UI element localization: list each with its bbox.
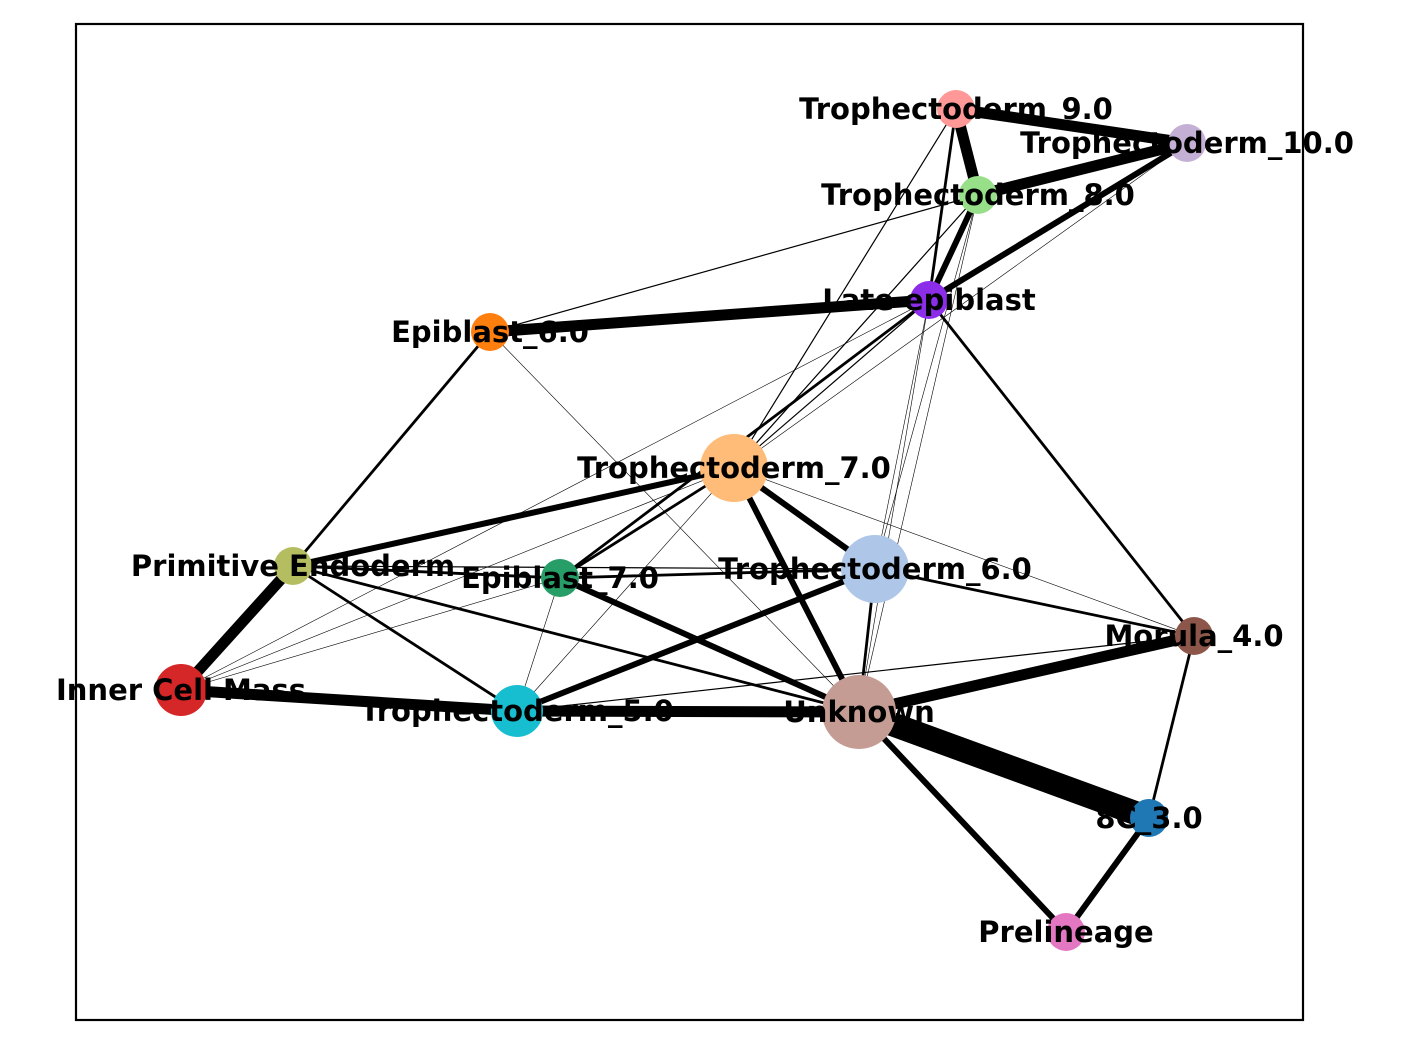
edge-layer bbox=[176, 103, 1196, 935]
edge-primitive_endoderm-unknown bbox=[292, 564, 860, 714]
edge-unknown-prelineage bbox=[856, 709, 1069, 935]
edge-late_epiblast-trophectoderm_9 bbox=[927, 108, 958, 301]
edge-trophectoderm_7-primitive_endoderm bbox=[292, 465, 735, 569]
edge-epiblast_7-unknown bbox=[558, 575, 861, 715]
node-trophectoderm_5 bbox=[491, 685, 543, 737]
edge-unknown-8c_3 bbox=[854, 700, 1154, 830]
node-label-late_epiblast: Late epiblast bbox=[822, 283, 1036, 317]
plot-frame bbox=[74, 22, 1305, 1022]
edge-trophectoderm_6-late_epiblast bbox=[874, 299, 930, 570]
edge-epiblast_6-trophectoderm_8 bbox=[489, 194, 979, 333]
edge-trophectoderm_7-trophectoderm_5 bbox=[516, 467, 735, 712]
edge-trophectoderm_5-morula_4 bbox=[516, 635, 1195, 712]
edge-trophectoderm_7-unknown bbox=[731, 466, 862, 714]
edge-late_epiblast-trophectoderm_10 bbox=[927, 140, 1189, 303]
node-label-inner_cell_mass: Inner Cell Mass bbox=[56, 673, 306, 707]
edge-trophectoderm_7-inner_cell_mass bbox=[180, 467, 735, 691]
edge-trophectoderm_8-trophectoderm_10 bbox=[976, 137, 1189, 201]
node-prelineage bbox=[1047, 913, 1085, 951]
node-trophectoderm_6 bbox=[841, 535, 909, 603]
node-label-primitive_endoderm: Primitive Endoderm bbox=[131, 549, 455, 583]
node-trophectoderm_8 bbox=[959, 176, 997, 214]
edge-trophectoderm_6-trophectoderm_8 bbox=[874, 194, 979, 570]
edge-morula_4-late_epiblast bbox=[927, 299, 1196, 637]
node-epiblast_7 bbox=[541, 559, 579, 597]
node-label-trophectoderm_6: Trophectoderm_6.0 bbox=[718, 552, 1032, 586]
edge-unknown-morula_4 bbox=[857, 630, 1196, 718]
edge-unknown-late_epiblast bbox=[858, 299, 930, 713]
node-epiblast_6 bbox=[471, 313, 509, 351]
node-trophectoderm_10 bbox=[1168, 124, 1206, 162]
node-morula_4 bbox=[1175, 617, 1213, 655]
edge-trophectoderm_7-late_epiblast bbox=[733, 299, 930, 469]
node-label-epiblast_6: Epiblast_6.0 bbox=[391, 315, 589, 349]
edge-inner_cell_mass-trophectoderm_5 bbox=[180, 684, 518, 717]
edge-primitive_endoderm-inner_cell_mass bbox=[176, 562, 298, 694]
edge-trophectoderm_9-trophectoderm_10 bbox=[955, 103, 1188, 149]
edge-primitive_endoderm-trophectoderm_5 bbox=[292, 564, 518, 713]
node-layer bbox=[155, 90, 1213, 951]
edge-epiblast_6-late_epiblast bbox=[489, 294, 930, 338]
node-inner_cell_mass bbox=[155, 664, 207, 716]
node-label-unknown: Unknown bbox=[783, 695, 935, 729]
node-label-trophectoderm_7: Trophectoderm_7.0 bbox=[577, 451, 891, 485]
node-label-trophectoderm_10: Trophectoderm_10.0 bbox=[1020, 126, 1354, 160]
node-label-trophectoderm_5: Trophectoderm_5.0 bbox=[360, 694, 674, 728]
edge-trophectoderm_7-epiblast_7 bbox=[559, 466, 735, 580]
edge-8c_3-prelineage bbox=[1063, 816, 1152, 934]
node-label-trophectoderm_8: Trophectoderm_8.0 bbox=[821, 178, 1135, 212]
edge-trophectoderm_6-trophectoderm_5 bbox=[515, 566, 877, 714]
node-label-8c_3: 8C_3.0 bbox=[1095, 801, 1202, 835]
edge-late_epiblast-trophectoderm_8 bbox=[926, 193, 981, 302]
edge-epiblast_6-unknown bbox=[489, 331, 860, 713]
edge-trophectoderm_7-trophectoderm_10 bbox=[733, 142, 1188, 469]
edge-epiblast_6-primitive_endoderm bbox=[291, 331, 492, 567]
edge-inner_cell_mass-late_epiblast bbox=[180, 299, 930, 691]
edge-morula_4-8c_3 bbox=[1147, 635, 1196, 819]
node-label-trophectoderm_9: Trophectoderm_9.0 bbox=[799, 92, 1113, 126]
node-primitive_endoderm bbox=[274, 547, 312, 585]
node-label-epiblast_7: Epiblast_7.0 bbox=[461, 561, 659, 595]
node-label-prelineage: Prelineage bbox=[978, 915, 1153, 949]
node-unknown bbox=[822, 675, 896, 749]
node-label-morula_4: Morula_4.0 bbox=[1104, 619, 1283, 653]
edge-epiblast_7-trophectoderm_6 bbox=[559, 567, 876, 580]
edge-trophectoderm_5-unknown bbox=[516, 705, 860, 718]
node-late_epiblast bbox=[910, 281, 948, 319]
edge-trophectoderm_7-trophectoderm_9 bbox=[733, 108, 957, 469]
node-trophectoderm_7 bbox=[700, 434, 768, 502]
edge-primitive_endoderm-epiblast_7 bbox=[292, 564, 561, 580]
edge-primitive_endoderm-trophectoderm_6 bbox=[292, 565, 876, 570]
node-8c_3 bbox=[1130, 799, 1168, 837]
node-trophectoderm_9 bbox=[937, 90, 975, 128]
edge-trophectoderm_7-morula_4 bbox=[733, 467, 1195, 637]
edge-epiblast_7-inner_cell_mass bbox=[180, 577, 561, 691]
edge-trophectoderm_6-morula_4 bbox=[874, 567, 1195, 638]
